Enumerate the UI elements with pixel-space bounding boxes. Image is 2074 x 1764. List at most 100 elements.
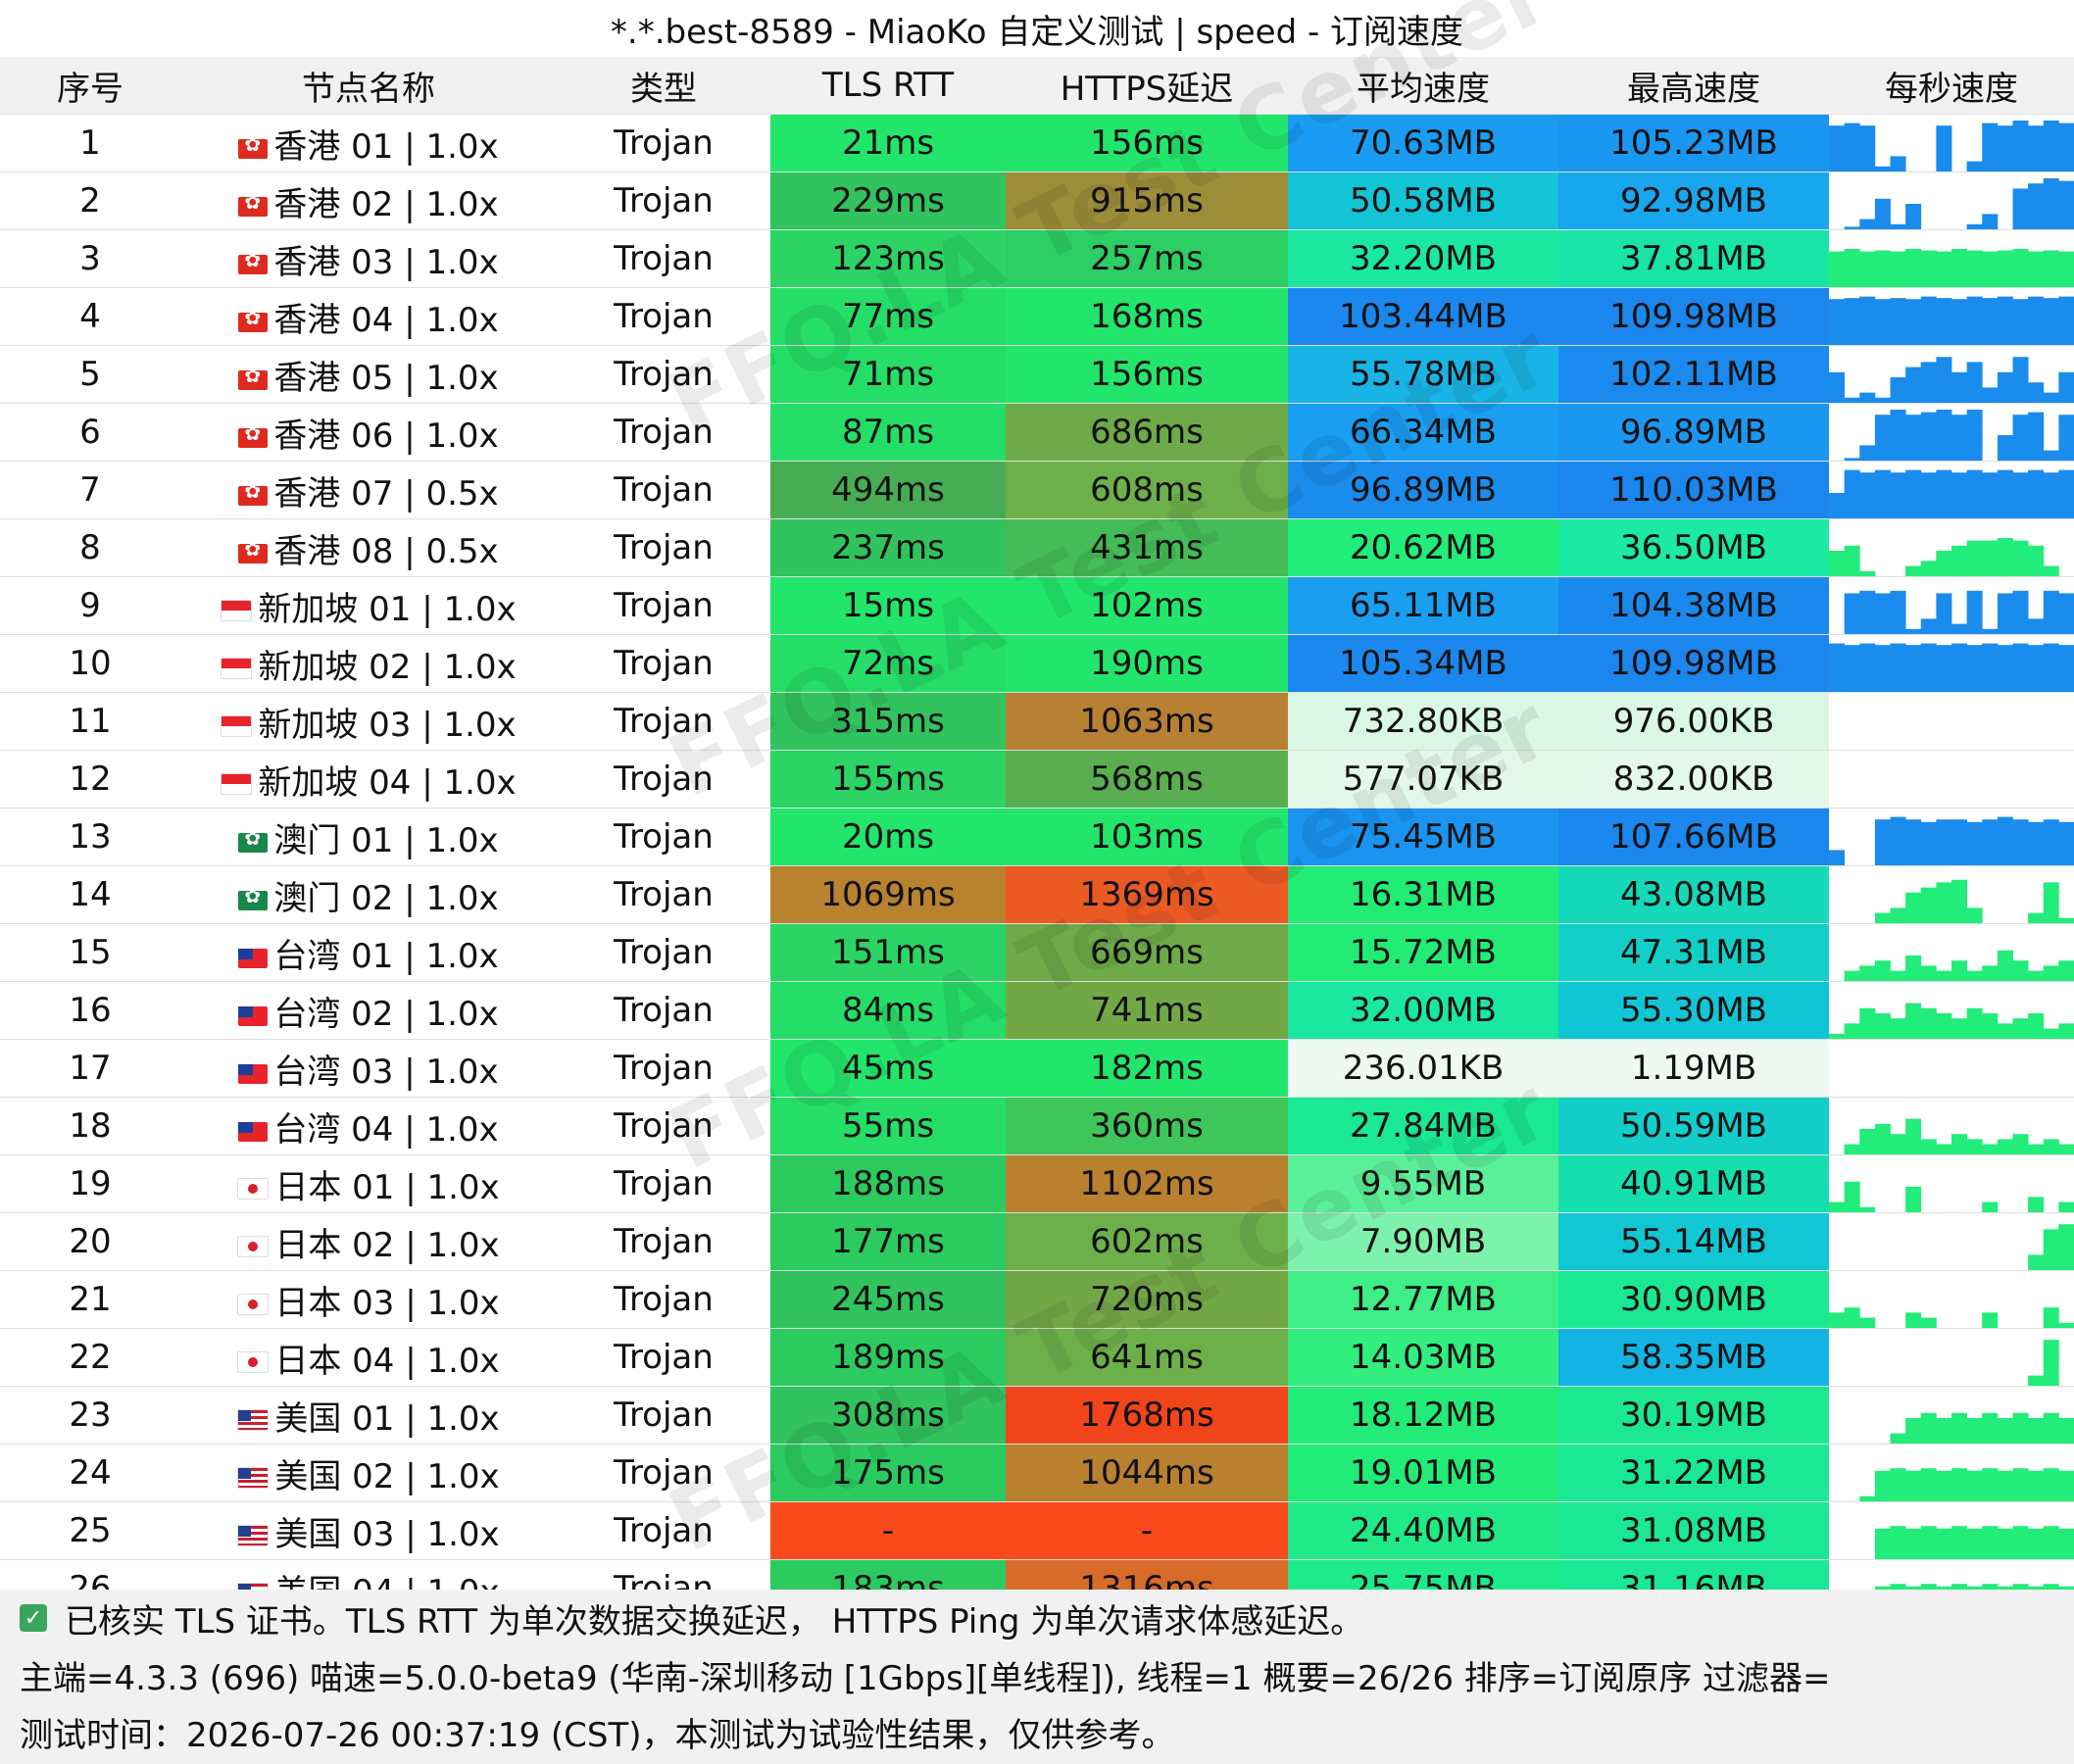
table-row[interactable]: 3 香港 03 | 1.0x Trojan123ms257ms32.20MB37.8…	[0, 229, 2074, 288]
table-row[interactable]: 21 日本 03 | 1.0x Trojan 245ms 720ms 12.77MB 30.…	[0, 1270, 2074, 1329]
speed-bar	[2058, 1224, 2074, 1270]
table-row[interactable]: 14 澳门 02 | 1.0x Trojan1069ms1369ms16.31MB4…	[0, 865, 2074, 924]
node-name-cell: 台湾 01 | 1.0x	[180, 923, 557, 982]
table-row[interactable]: 13 澳门 01 | 1.0x Trojan20ms103ms75.45MB107.…	[0, 808, 2074, 866]
flag-hk-icon	[238, 537, 269, 564]
sparkline-svg	[1844, 590, 2074, 634]
speed-bar	[1982, 819, 1999, 865]
table-row[interactable]: 24 美国 02 | 1.0x Trojan 175ms 1044ms 19.01MB 31…	[0, 1444, 2074, 1502]
column-header-node-name[interactable]: 节点名称	[180, 57, 557, 115]
table-row[interactable]: 9 新加坡 01 | 1.0x Trojan 15ms 102ms 65.11MB 104.…	[0, 576, 2074, 635]
column-header-max-speed[interactable]: 最高速度	[1558, 57, 1829, 115]
speed-bar	[2058, 645, 2074, 692]
avg-speed-value: 103.44MB	[1288, 287, 1558, 346]
max-speed-value: 37.81MB	[1558, 229, 1829, 288]
node-name: 美国 03 | 1.0x	[274, 1514, 500, 1554]
table-row[interactable]: 10 新加坡 02 | 1.0x Trojan 72ms 190ms 105.34MB 10…	[0, 634, 2074, 693]
speed-bar	[1951, 819, 1968, 865]
node-name: 新加坡 04 | 1.0x	[258, 762, 517, 803]
table-row[interactable]: 12 新加坡 04 | 1.0x Trojan 155ms 568ms 577.07KB 8…	[0, 750, 2074, 808]
table-row[interactable]: 22 日本 04 | 1.0x Trojan 189ms 641ms 14.03MB 58.…	[0, 1328, 2074, 1387]
speed-bar	[1951, 623, 1968, 634]
https-latency-value: 641ms	[1006, 1328, 1288, 1387]
table-row[interactable]: 19 日本 01 | 1.0x Trojan 188ms 1102ms 9.55MB 40.…	[0, 1154, 2074, 1213]
node-name: 日本 01 | 1.0x	[274, 1167, 500, 1207]
speed-bar	[1966, 362, 1983, 403]
speed-bar	[1966, 821, 1983, 865]
footer-note: 已核实 TLS 证书。TLS RTT 为单次数据交换延迟， HTTPS Ping…	[65, 1601, 1364, 1642]
table-row[interactable]: 6 香港 06 | 1.0x Trojan87ms686ms66.34MB96.89…	[0, 403, 2074, 462]
tls-rtt-value: 237ms	[770, 518, 1006, 577]
column-header-avg-speed[interactable]: 平均速度	[1288, 57, 1558, 115]
table-row[interactable]: 7 香港 07 | 0.5x Trojan494ms608ms96.89MB110.…	[0, 461, 2074, 519]
table-row[interactable]: 11 新加坡 03 | 1.0x Trojan 315ms 1063ms 732.80KB…	[0, 692, 2074, 751]
avg-speed-value: 75.45MB	[1288, 808, 1558, 866]
speed-bar	[2043, 882, 2059, 923]
speed-bar	[2028, 183, 2045, 229]
speed-bar	[1997, 250, 2013, 287]
avg-speed-value: 65.11MB	[1288, 576, 1558, 635]
column-header-type[interactable]: 类型	[557, 57, 770, 115]
speed-bar	[1982, 1312, 1999, 1328]
speed-bar	[1844, 298, 1860, 345]
speed-bar	[2012, 960, 2029, 981]
column-header-per-second-speed[interactable]: 每秒速度	[1829, 57, 2074, 115]
speed-bar	[1920, 1526, 1937, 1559]
https-latency-value: 1044ms	[1006, 1444, 1288, 1502]
column-header-index[interactable]: 序号	[0, 57, 180, 115]
table-row[interactable]: 17 台湾 03 | 1.0x Trojan 45ms 182ms 236.01KB 1.1…	[0, 1039, 2074, 1098]
avg-speed-value: 66.34MB	[1288, 403, 1558, 462]
row-index: 22	[0, 1328, 180, 1387]
table-row[interactable]: 18 台湾 04 | 1.0x Trojan 55ms 360ms 27.84MB 50.5…	[0, 1097, 2074, 1155]
speed-bar	[2012, 415, 2029, 461]
sparkline-svg	[1829, 469, 2074, 518]
node-name: 香港 06 | 1.0x	[273, 416, 499, 456]
table-row[interactable]: 15 台湾 01 | 1.0x Trojan 151ms 669ms 15.72MB 47.…	[0, 923, 2074, 982]
tls-rtt-value: 155ms	[770, 750, 1006, 808]
speed-bar	[1920, 362, 1937, 403]
speed-bar	[1951, 371, 1968, 403]
per-second-speed-chart	[1829, 1270, 2074, 1329]
tls-rtt-value: 55ms	[770, 1097, 1006, 1155]
node-type: Trojan	[557, 1386, 770, 1445]
speed-bar	[1920, 1412, 1937, 1444]
avg-speed-value: 14.03MB	[1288, 1328, 1558, 1387]
speed-bar	[1829, 371, 1846, 403]
speed-bar	[2043, 965, 2059, 981]
tls-rtt-value: 21ms	[770, 114, 1006, 172]
table-row[interactable]: 20 日本 02 | 1.0x Trojan 177ms 602ms 7.90MB 55.1…	[0, 1212, 2074, 1271]
speed-bar	[1829, 1312, 1846, 1328]
speed-bar	[1890, 1018, 1906, 1039]
speed-bar	[2012, 1468, 2029, 1501]
tls-rtt-value: 494ms	[770, 461, 1006, 519]
speed-bar	[2028, 645, 2045, 692]
table-row[interactable]: 25 美国 03 | 1.0x Trojan - -24.40MB 31.08MB	[0, 1501, 2074, 1560]
sparkline-svg	[1829, 296, 2074, 345]
https-latency-value: 103ms	[1006, 808, 1288, 866]
table-row[interactable]: 5 香港 05 | 1.0x Trojan71ms156ms55.78MB102.1…	[0, 345, 2074, 404]
table-row[interactable]: 4 香港 04 | 1.0x Trojan77ms168ms103.44MB109.…	[0, 287, 2074, 346]
column-header-https-latency[interactable]: HTTPS延迟	[1006, 57, 1288, 115]
speed-bar	[1905, 956, 1922, 981]
node-name-cell: 香港 01 | 1.0x	[180, 114, 557, 172]
column-header-tls-rtt[interactable]: TLS RTT	[770, 57, 1006, 115]
speed-bar	[1966, 590, 1983, 634]
flag-sg-icon	[221, 599, 253, 621]
speed-bar	[1966, 223, 1983, 229]
table-row[interactable]: 1 香港 01 | 1.0x Trojan21ms156ms70.63MB105.2…	[0, 114, 2074, 172]
table-row[interactable]: 2 香港 02 | 1.0x Trojan229ms915ms50.58MB92.9…	[0, 172, 2074, 230]
speed-bar	[1844, 469, 1860, 518]
speed-bar	[1966, 161, 1983, 172]
speed-bar	[1920, 618, 1937, 634]
table-row[interactable]: 16 台湾 02 | 1.0x Trojan 84ms 741ms 32.00MB 55.3…	[0, 981, 2074, 1040]
table-row[interactable]: 23 美国 01 | 1.0x Trojan 308ms 1768ms 18.12MB 30…	[0, 1386, 2074, 1445]
speed-bar	[1951, 1412, 1968, 1444]
max-speed-value: 31.22MB	[1558, 1444, 1829, 1502]
sparkline-svg	[1829, 1181, 2074, 1212]
row-index: 10	[0, 634, 180, 693]
table-row[interactable]: 8 香港 08 | 0.5x Trojan237ms431ms20.62MB36.5…	[0, 518, 2074, 577]
speed-bar	[1859, 1007, 1876, 1039]
speed-bar	[1844, 1023, 1860, 1039]
speed-bar	[1936, 1418, 1952, 1444]
sparkline-svg	[1874, 1526, 2074, 1559]
